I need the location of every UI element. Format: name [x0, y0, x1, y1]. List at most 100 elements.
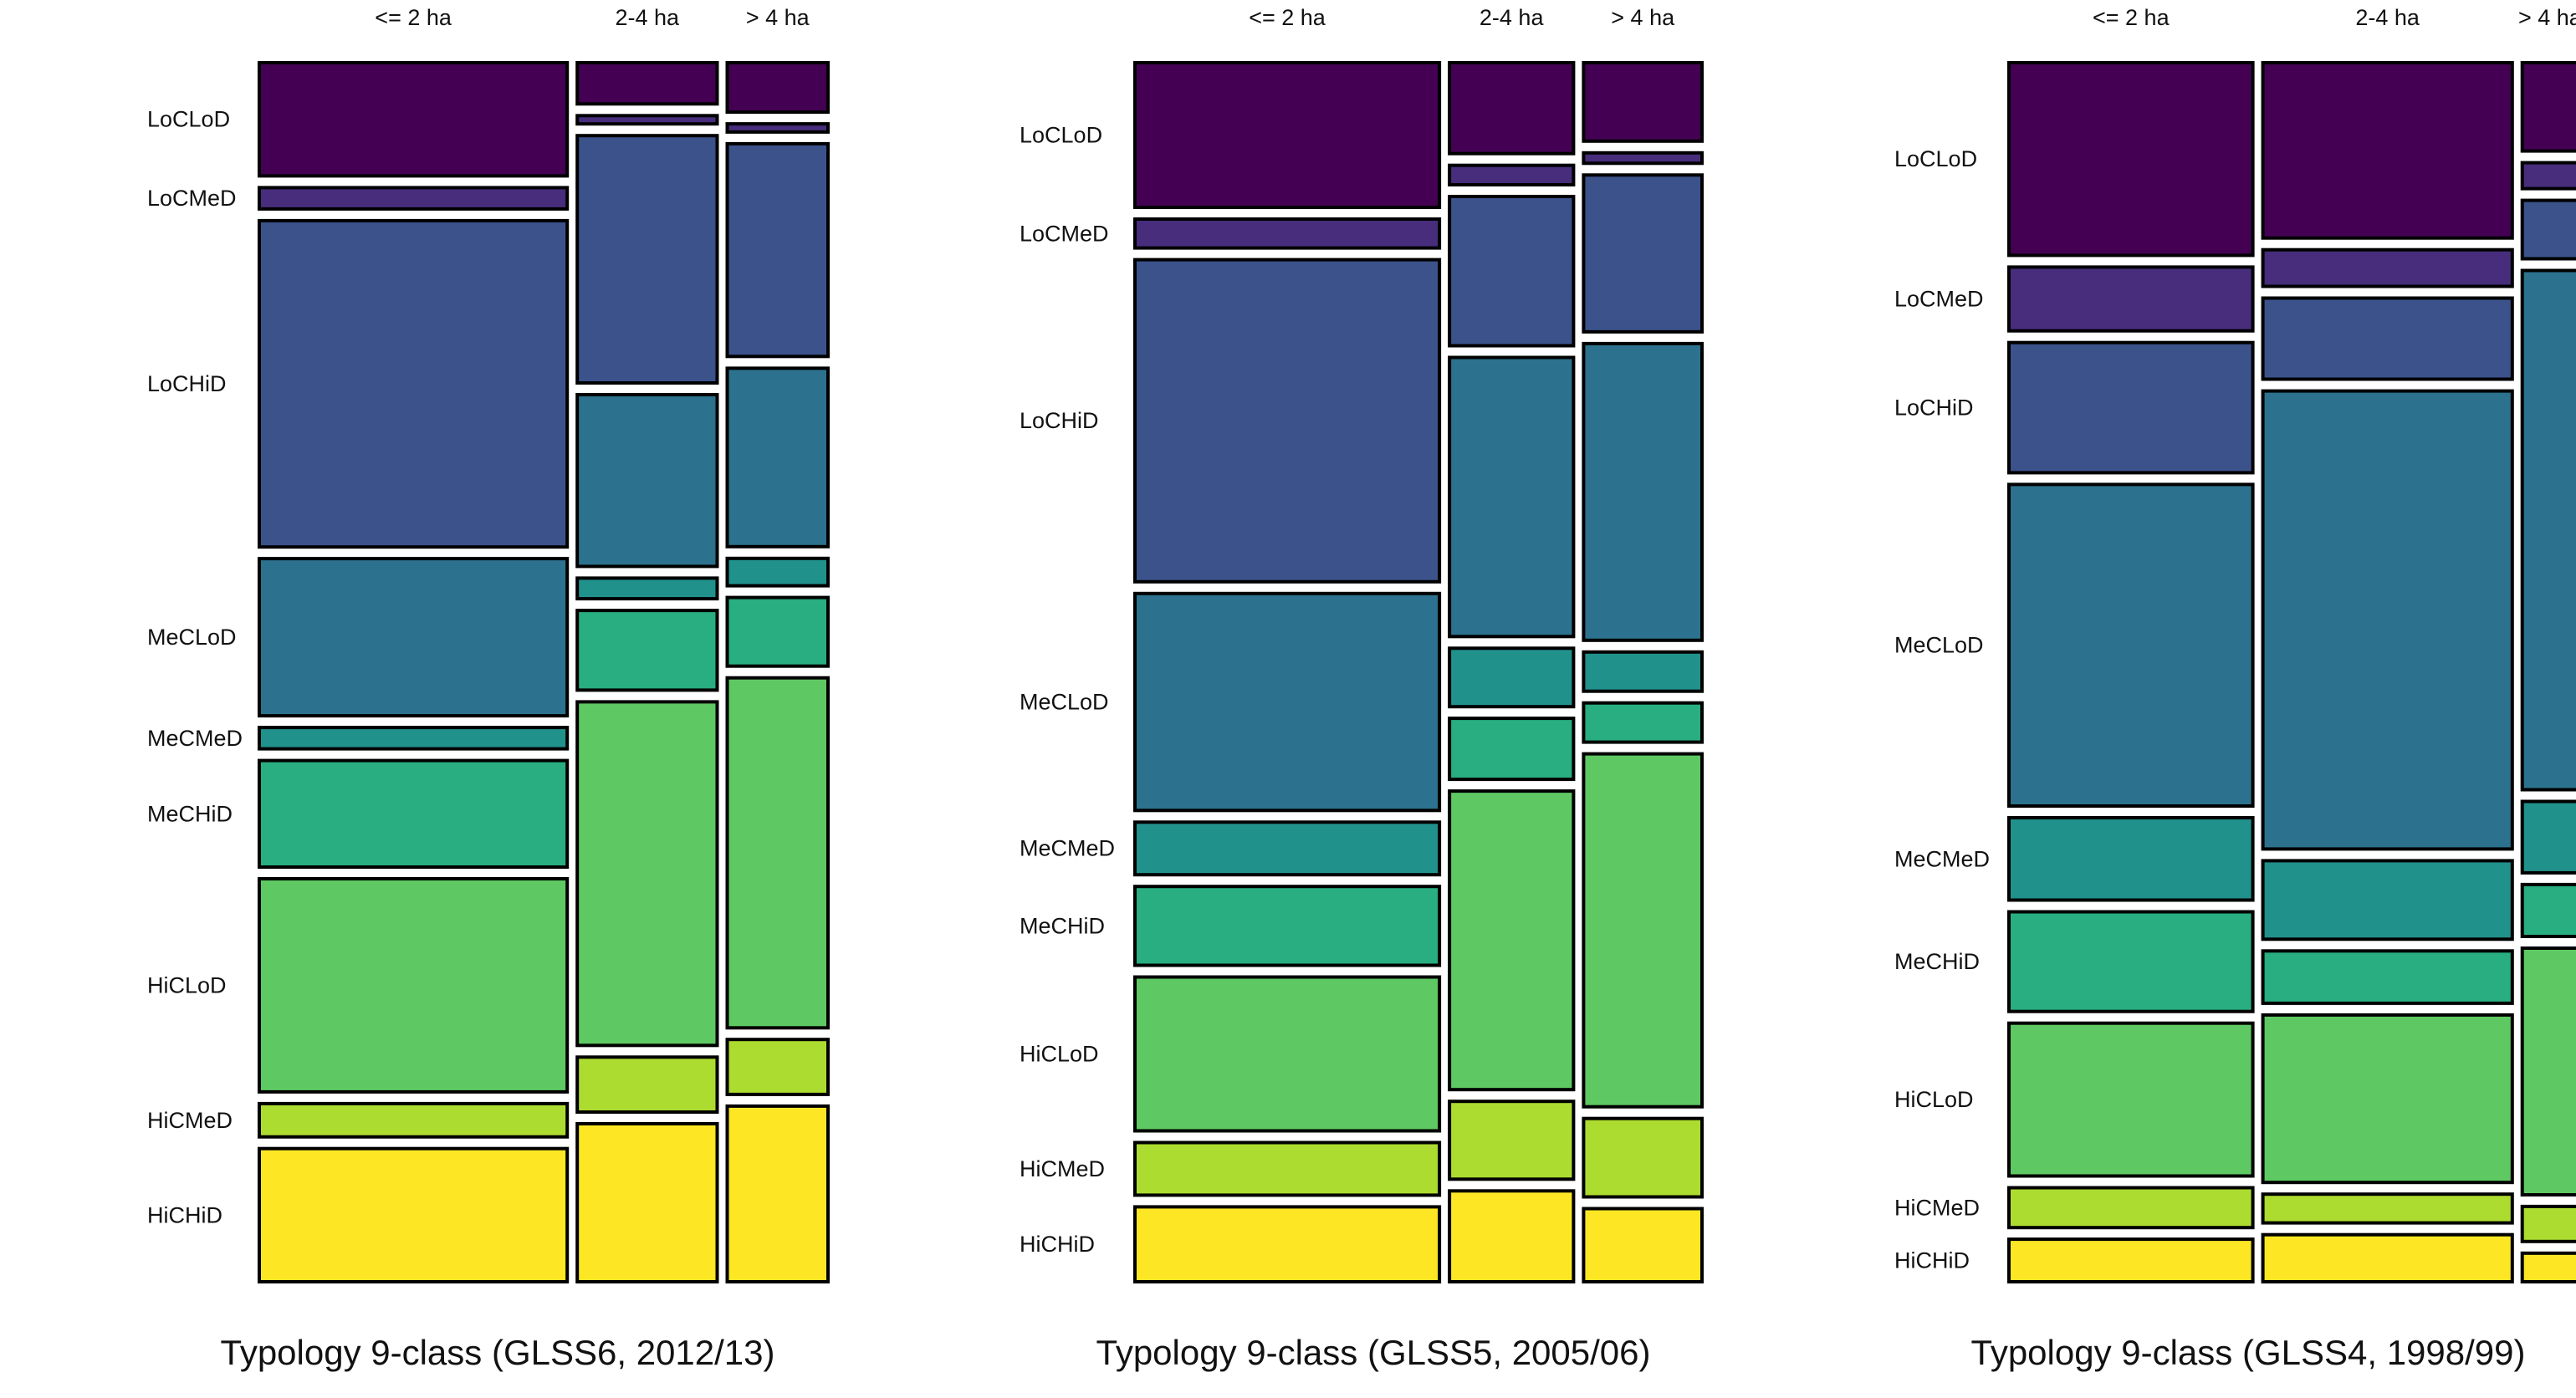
tile-locmed-le-2-ha — [2007, 265, 2255, 333]
tile-hiclod-2-4-ha — [575, 700, 719, 1048]
tile-mechid-2-4-ha — [2261, 949, 2514, 1005]
tile-meclod-2-4-ha — [575, 393, 719, 569]
tile-hiclod-gt-4-ha — [1582, 752, 1705, 1109]
tile-meclod-2-4-ha — [1448, 355, 1576, 639]
tile-lochid-gt-4-ha — [1582, 173, 1705, 334]
row-label-mechid: MeCHiD — [1020, 913, 1105, 938]
tile-meclod-2-4-ha — [2261, 389, 2514, 851]
tile-loclod-gt-4-ha — [2520, 61, 2576, 153]
tile-lochid-2-4-ha — [1448, 195, 1576, 348]
tile-hiclod-2-4-ha — [2261, 1013, 2514, 1185]
tile-meclod-le-2-ha — [258, 557, 570, 718]
row-label-meclod: MeCLoD — [147, 625, 237, 650]
row-label-hicmed: HiCMeD — [147, 1108, 233, 1133]
tile-mecmed-2-4-ha — [1448, 646, 1576, 709]
row-label-locmed: LoCMeD — [1020, 221, 1109, 246]
tile-locmed-2-4-ha — [575, 114, 719, 126]
chart-title: Typology 9-class (GLSS5, 2005/06) — [1096, 1333, 1650, 1372]
tile-hicmed-2-4-ha — [1448, 1100, 1576, 1181]
tile-hichid-2-4-ha — [1448, 1189, 1576, 1284]
tile-lochid-le-2-ha — [2007, 340, 2255, 475]
tile-mecmed-2-4-ha — [575, 576, 719, 601]
tile-mecmed-le-2-ha — [258, 726, 570, 751]
tile-mechid-2-4-ha — [575, 609, 719, 692]
tile-lochid-le-2-ha — [258, 218, 570, 549]
column-2-4-ha — [2261, 61, 2514, 1283]
row-label-hicmed: HiCMeD — [1894, 1195, 1980, 1220]
tile-mecmed-2-4-ha — [2261, 859, 2514, 941]
row-label-meclod: MeCLoD — [1894, 633, 1984, 658]
tile-mechid-gt-4-ha — [725, 595, 830, 668]
row-label-loclod: LoCLoD — [1894, 146, 1977, 171]
tile-hicmed-2-4-ha — [2261, 1192, 2514, 1225]
column-label-le-2-ha: <= 2 ha — [1249, 5, 1326, 30]
mosaic-chart-glss6: <= 2 ha 2-4 ha > 4 ha LoCLoD LoCMeD LoCHiD MeC… — [147, 5, 830, 1372]
row-label-locmed: LoCMeD — [147, 186, 237, 211]
tile-hichid-2-4-ha — [575, 1122, 719, 1283]
row-label-mechid: MeCHiD — [1894, 949, 1980, 974]
column-2-4-ha — [1448, 61, 1576, 1284]
tile-mecmed-gt-4-ha — [725, 556, 830, 588]
column-label-le-2-ha: <= 2 ha — [375, 5, 452, 30]
tile-locmed-gt-4-ha — [725, 122, 830, 134]
row-label-mecmed: MeCMeD — [1020, 836, 1115, 861]
column-le-2-ha — [1133, 61, 1442, 1284]
row-label-hichid: HiCHiD — [1020, 1232, 1095, 1257]
tile-loclod-2-4-ha — [1448, 61, 1576, 156]
column-label-gt-4-ha: > 4 ha — [746, 5, 810, 30]
tile-loclod-le-2-ha — [1133, 61, 1442, 209]
tile-loclod-2-4-ha — [575, 61, 719, 106]
row-label-hichid: HiCHiD — [147, 1202, 222, 1227]
tile-hicmed-gt-4-ha — [2520, 1204, 2576, 1243]
tile-locmed-le-2-ha — [1133, 217, 1442, 250]
tile-locmed-2-4-ha — [2261, 247, 2514, 288]
tile-meclod-gt-4-ha — [1582, 341, 1705, 642]
tile-hiclod-2-4-ha — [1448, 789, 1576, 1092]
panel-glss6: <= 2 ha 2-4 ha > 4 ha LoCLoD LoCMeD LoCHiD MeC… — [0, 0, 861, 1398]
tile-hicmed-2-4-ha — [575, 1055, 719, 1115]
column-gt-4-ha — [2520, 61, 2576, 1284]
row-label-loclod: LoCLoD — [147, 107, 230, 132]
row-label-lochid: LoCHiD — [1020, 408, 1099, 433]
column-label-le-2-ha: <= 2 ha — [2093, 5, 2170, 30]
tile-locmed-gt-4-ha — [2520, 161, 2576, 191]
column-label-2-4-ha: 2-4 ha — [1480, 5, 1545, 30]
tile-locmed-le-2-ha — [258, 186, 570, 211]
row-label-locmed: LoCMeD — [1894, 287, 1984, 312]
row-label-mecmed: MeCMeD — [1894, 846, 1990, 871]
tile-hiclod-gt-4-ha — [2520, 946, 2576, 1196]
row-label-lochid: LoCHiD — [147, 371, 227, 396]
tile-loclod-gt-4-ha — [1582, 61, 1705, 143]
tile-mechid-gt-4-ha — [1582, 701, 1705, 744]
column-2-4-ha — [575, 61, 719, 1283]
tile-locmed-2-4-ha — [1448, 163, 1576, 186]
tile-hiclod-le-2-ha — [2007, 1021, 2255, 1178]
mosaic-chart-glss4: <= 2 ha 2-4 ha > 4 ha LoCLoD LoCMeD LoCHiD MeC… — [1894, 5, 2576, 1372]
column-le-2-ha — [2007, 61, 2255, 1283]
tile-loclod-2-4-ha — [2261, 61, 2514, 240]
tile-hichid-2-4-ha — [2261, 1232, 2514, 1283]
tile-meclod-gt-4-ha — [2520, 268, 2576, 792]
row-label-hiclod: HiCLoD — [1020, 1042, 1099, 1067]
mosaic-chart-glss5: <= 2 ha 2-4 ha > 4 ha LoCLoD LoCMeD LoCHiD MeC… — [1020, 5, 1705, 1372]
row-label-meclod: MeCLoD — [1020, 690, 1109, 715]
tile-hichid-le-2-ha — [2007, 1237, 2255, 1283]
tile-mechid-le-2-ha — [258, 758, 570, 869]
tile-hicmed-le-2-ha — [1133, 1140, 1442, 1197]
tile-loclod-gt-4-ha — [725, 61, 830, 115]
tile-mecmed-le-2-ha — [1133, 820, 1442, 877]
tile-hicmed-gt-4-ha — [725, 1038, 830, 1096]
column-le-2-ha — [258, 61, 570, 1283]
tile-mechid-2-4-ha — [1448, 717, 1576, 782]
tile-loclod-le-2-ha — [2007, 61, 2255, 258]
tile-hichid-gt-4-ha — [725, 1104, 830, 1284]
tile-mecmed-le-2-ha — [2007, 816, 2255, 902]
row-label-hichid: HiCHiD — [1894, 1248, 1970, 1273]
panel-glss4: <= 2 ha 2-4 ha > 4 ha LoCLoD LoCMeD LoCHiD MeC… — [1723, 0, 2576, 1398]
tile-hichid-gt-4-ha — [2520, 1251, 2576, 1284]
row-label-mecmed: MeCMeD — [147, 726, 243, 751]
column-gt-4-ha — [725, 61, 830, 1284]
tile-meclod-le-2-ha — [2007, 482, 2255, 809]
column-gt-4-ha — [1582, 61, 1705, 1283]
